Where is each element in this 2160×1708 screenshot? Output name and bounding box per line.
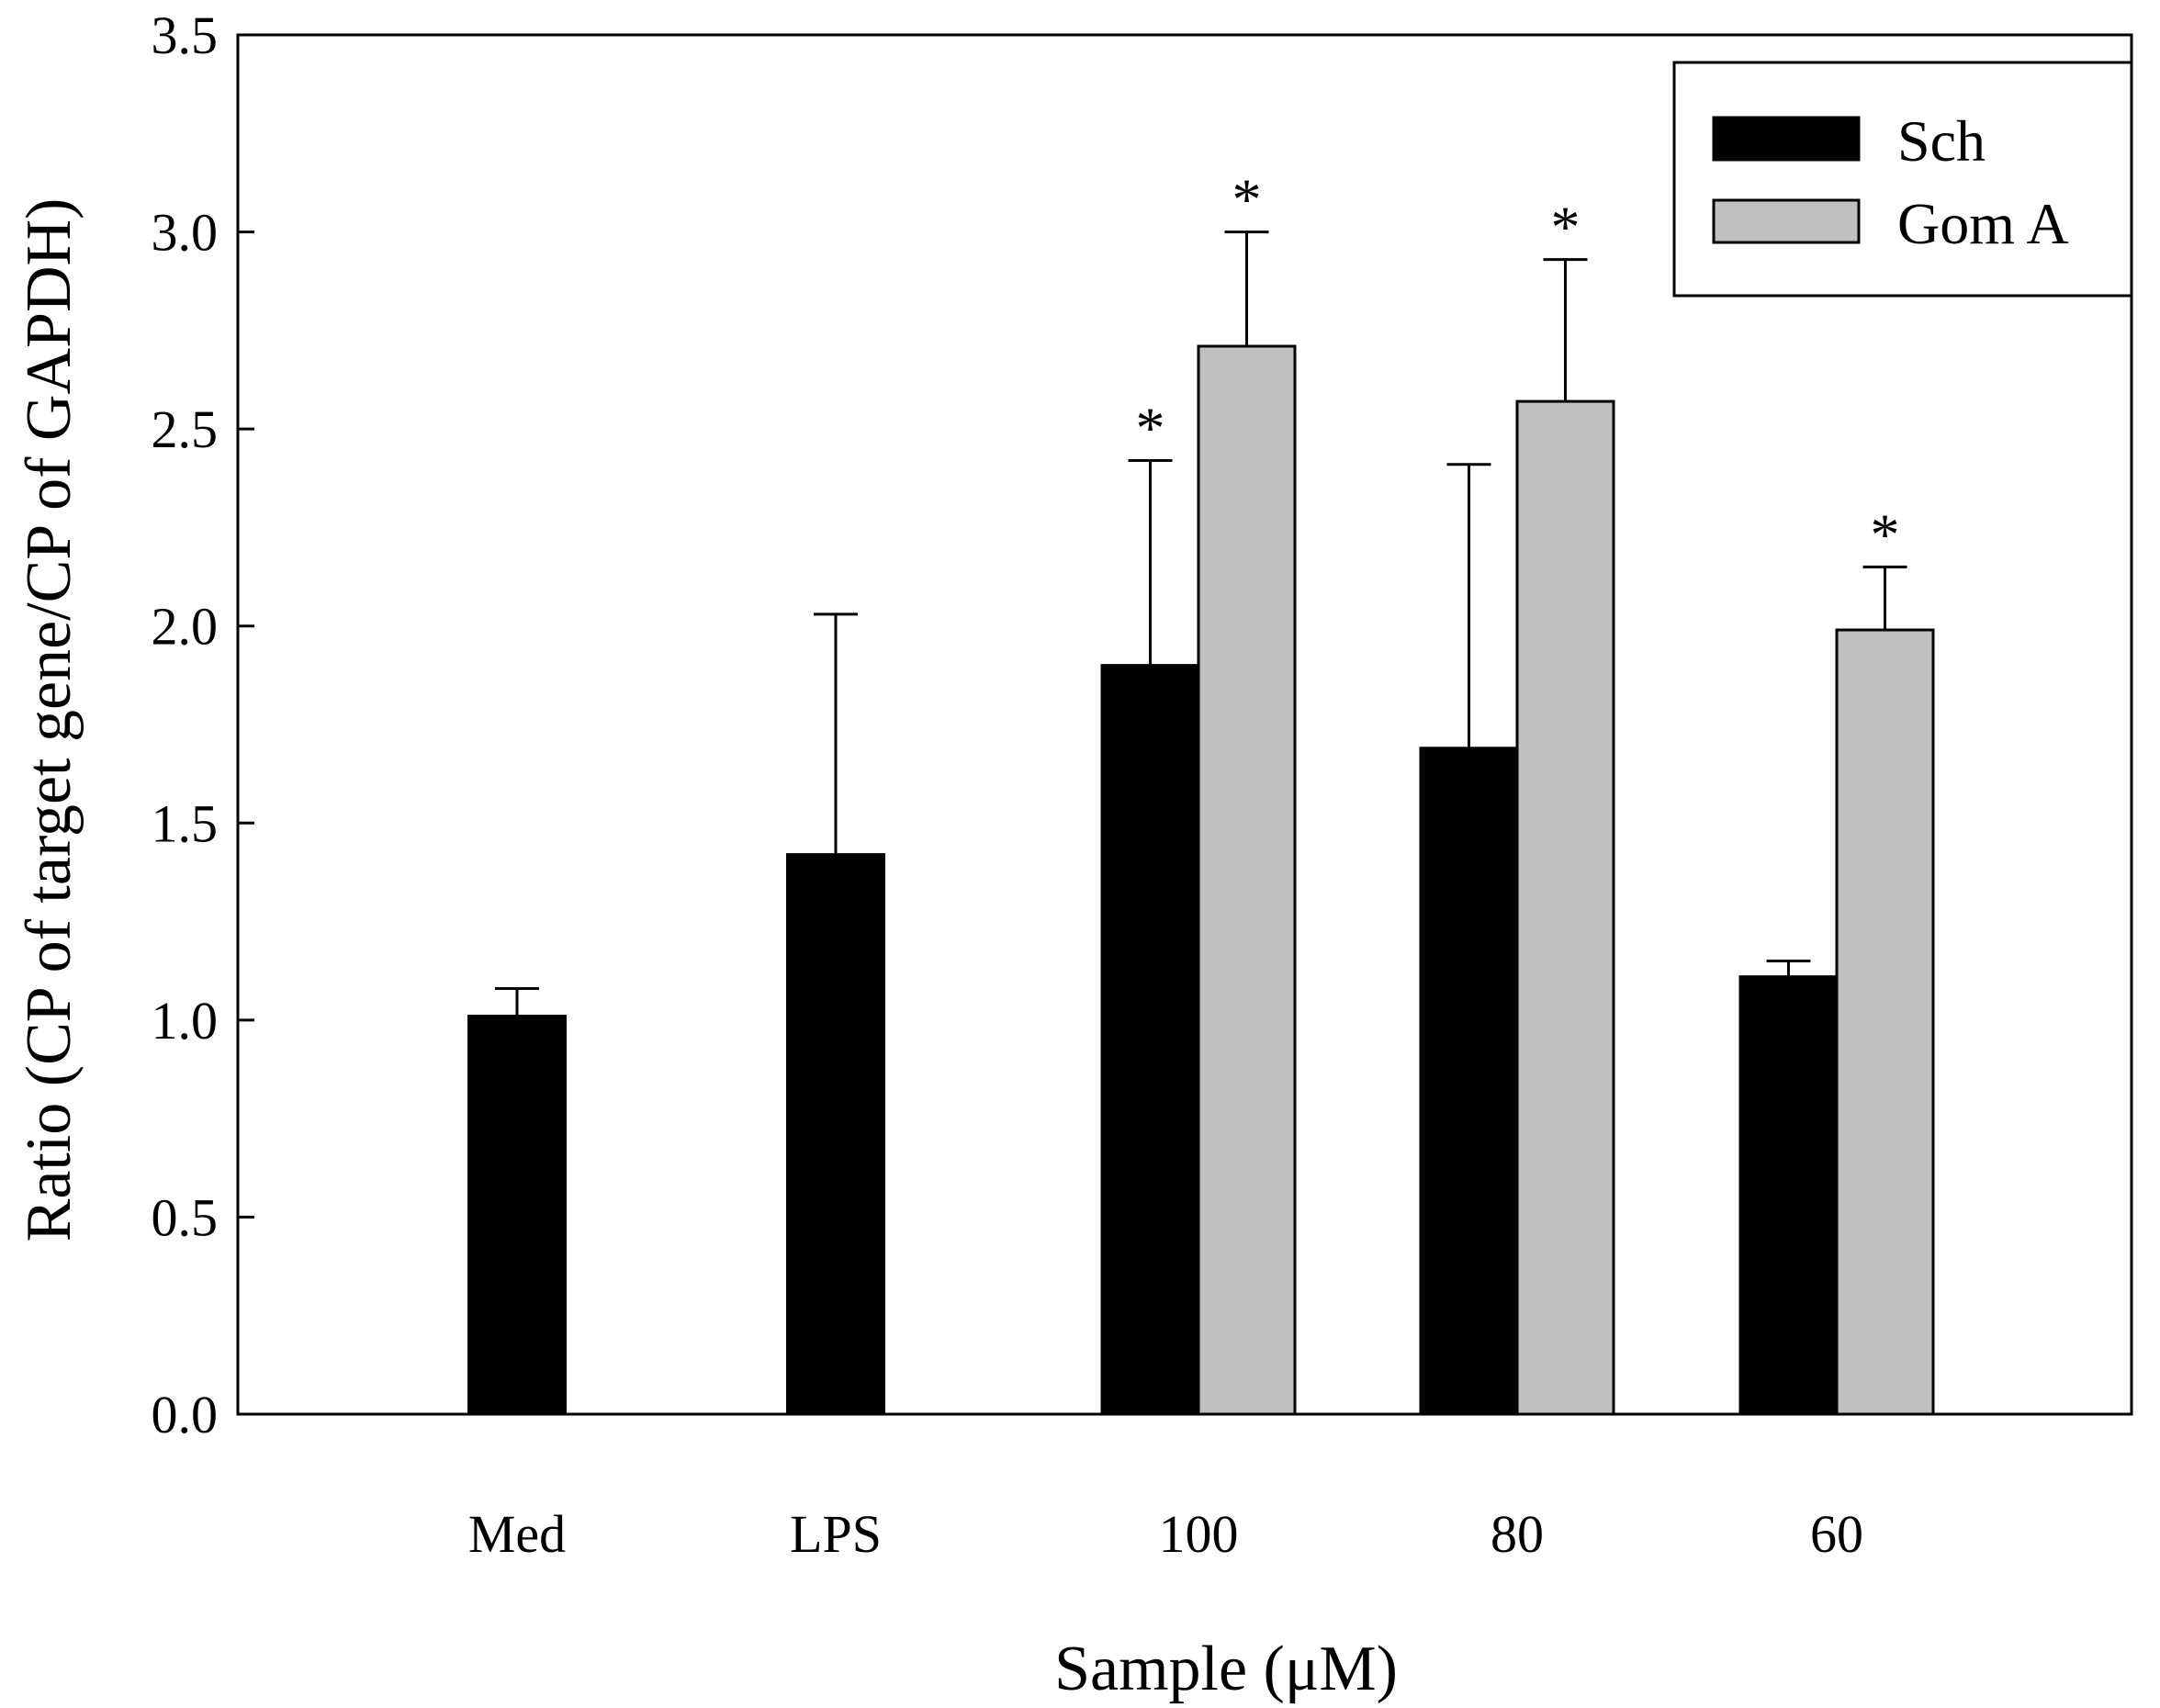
- plot-frame: [236, 33, 2133, 1416]
- significance-mark-gom-a-4: *: [1871, 501, 1900, 567]
- bar-sch-1: [786, 853, 885, 1416]
- bar-sch-4: [1738, 975, 1839, 1416]
- bar-gom-a-3: [1515, 399, 1615, 1416]
- legend-box: [1672, 61, 2133, 298]
- legend: Sch Gom A: [1672, 61, 2133, 298]
- bar-sch-0: [467, 1015, 567, 1416]
- bar-gom-a-4: [1835, 628, 1935, 1416]
- y-axis-title: Ratio (CP of target gene/CP of GAPDH): [14, 198, 84, 1242]
- y-axis: 0.0 0.5 1.0 1.5 2.0 2.5 3.0 3.5: [152, 6, 254, 1444]
- plot-area: * * * *: [467, 167, 1935, 1416]
- x-tick-label-1: LPS: [790, 1504, 882, 1564]
- bar-sch-2: [1100, 664, 1200, 1416]
- y-tick-label-1: 0.5: [152, 1187, 219, 1247]
- y-tick-label-0: 0.0: [152, 1385, 219, 1444]
- y-tick-label-3: 1.5: [152, 793, 219, 853]
- significance-mark-gom-a-3: *: [1551, 195, 1581, 260]
- x-tick-label-0: Med: [468, 1504, 566, 1564]
- y-tick-label-2: 1.0: [152, 991, 219, 1051]
- y-tick-label-4: 2.0: [152, 597, 219, 657]
- x-axis: Med LPS 100 80 60: [468, 1504, 1863, 1564]
- significance-mark-gom-a-2: *: [1232, 167, 1262, 232]
- legend-label-sch: Sch: [1897, 108, 1986, 174]
- x-tick-label-4: 60: [1810, 1504, 1863, 1564]
- y-tick-label-5: 2.5: [152, 399, 219, 459]
- significance-mark-sch-2: *: [1136, 395, 1165, 460]
- y-tick-label-6: 3.0: [152, 203, 219, 263]
- legend-label-gom-a: Gom A: [1897, 191, 2069, 256]
- legend-swatch-sch: [1712, 116, 1861, 162]
- x-tick-label-2: 100: [1159, 1504, 1239, 1564]
- x-tick-label-3: 80: [1491, 1504, 1544, 1564]
- bar-gom-a-2: [1197, 344, 1297, 1416]
- bar-sch-3: [1419, 747, 1519, 1416]
- x-axis-title: Sample (μM): [1054, 1634, 1398, 1704]
- legend-swatch-gom-a: [1712, 198, 1861, 244]
- y-tick-label-7: 3.5: [152, 6, 219, 65]
